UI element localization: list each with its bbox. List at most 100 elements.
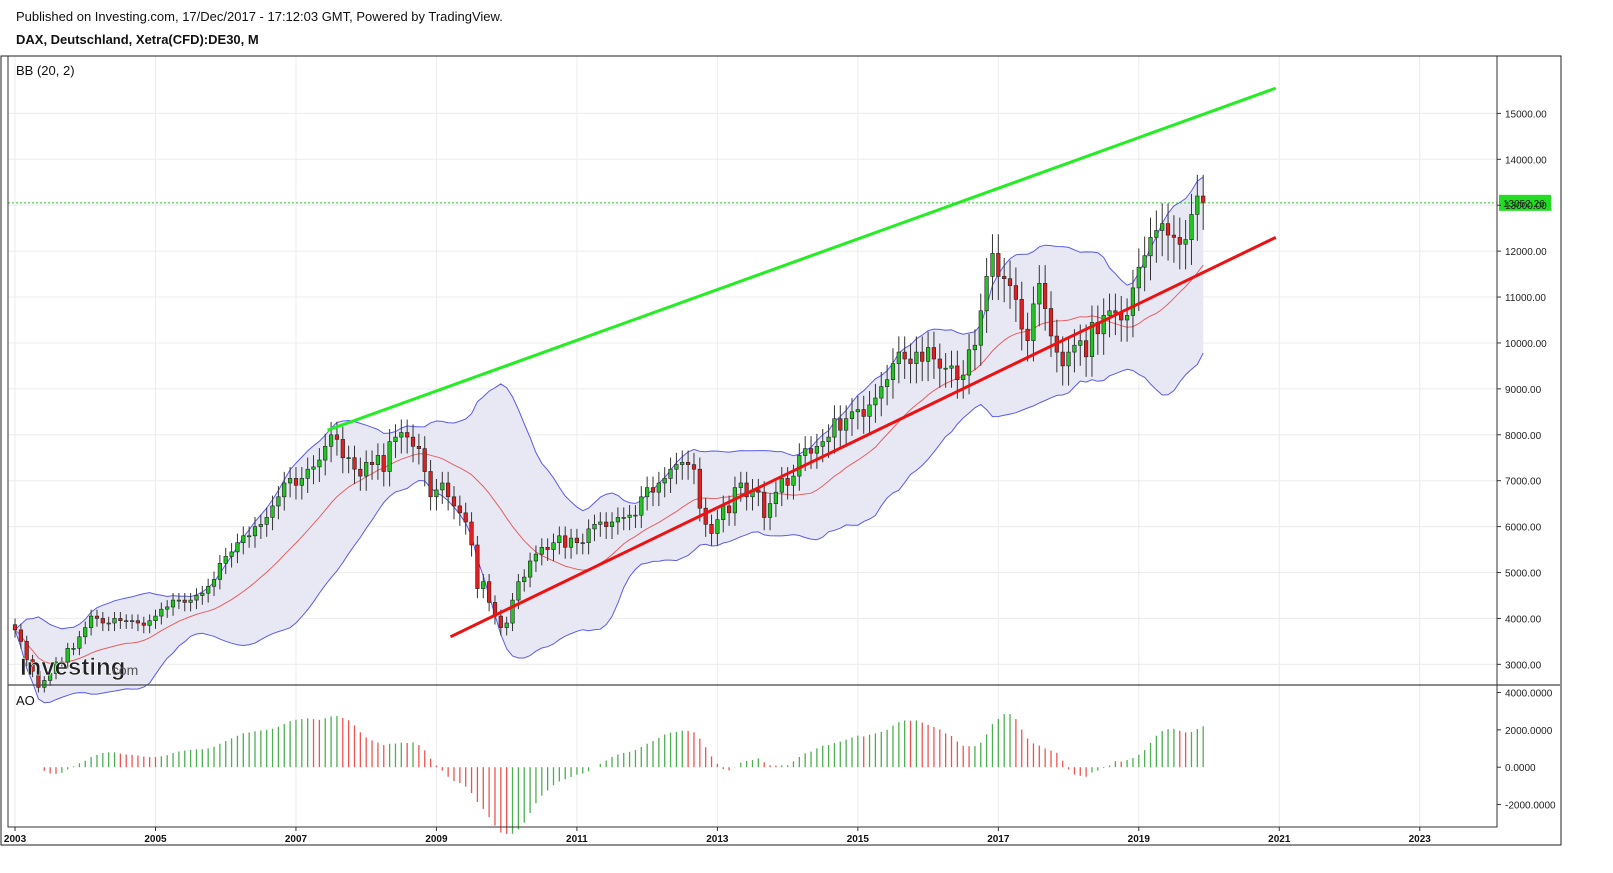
candle-up	[200, 592, 205, 596]
candle-down	[352, 457, 357, 470]
candle-up	[855, 409, 860, 413]
candle-down	[604, 521, 609, 527]
candle-down	[416, 445, 422, 449]
price-tick-label: 13000.00	[1505, 201, 1547, 212]
candle-up	[1160, 223, 1165, 231]
bb-basis	[14, 264, 1204, 664]
candle-up	[592, 523, 597, 530]
candle-up	[943, 367, 948, 370]
candle-up	[247, 535, 252, 538]
candle-up	[252, 526, 258, 537]
candle-down	[1201, 195, 1206, 204]
trendlines	[8, 86, 1497, 639]
candle-down	[486, 581, 492, 603]
candle-up	[990, 253, 995, 277]
ao-indicator-label: AO	[16, 693, 35, 708]
candle-up	[223, 556, 228, 564]
candle-up	[440, 482, 445, 491]
candle-up	[1066, 351, 1071, 367]
time-tick-label: 2005	[144, 834, 167, 845]
time-tick-label: 2017	[987, 834, 1010, 845]
candle-up	[890, 363, 896, 381]
candle-up	[896, 351, 901, 364]
candle-up	[914, 351, 919, 364]
bb-indicator-label: BB (20, 2)	[16, 63, 75, 78]
candle-down	[36, 670, 41, 688]
candle-up	[276, 496, 281, 507]
candle-down	[996, 253, 1001, 277]
candle-up	[83, 627, 88, 638]
candle-up	[522, 576, 527, 582]
candle-up	[1189, 214, 1194, 240]
candle-up	[580, 542, 585, 545]
ao-tick-label: 4000.0000	[1505, 688, 1553, 699]
candle-up	[434, 489, 439, 498]
candle-up	[1136, 266, 1141, 289]
candle-down	[498, 615, 503, 628]
candle-up	[568, 537, 574, 548]
candle-up	[639, 496, 644, 516]
candle-up	[328, 434, 334, 447]
plot-border	[7, 55, 1498, 828]
candle-down	[861, 409, 866, 417]
candle-down	[369, 461, 375, 465]
ao-tick-label: 2000.0000	[1505, 726, 1553, 737]
candle-down	[100, 618, 105, 624]
candle-down	[908, 358, 913, 364]
candle-up	[147, 620, 152, 626]
candle-down	[937, 358, 942, 369]
candle-up	[978, 310, 983, 346]
last-price-tag	[1499, 194, 1551, 211]
candle-up	[925, 347, 931, 362]
candle-up	[153, 615, 158, 621]
candle-up	[1089, 321, 1095, 357]
candle-down	[457, 505, 462, 514]
candle-up	[71, 647, 76, 650]
time-tick-label: 2007	[285, 834, 308, 845]
candle-up	[217, 562, 223, 580]
candle-down	[902, 351, 907, 360]
candle-up	[317, 459, 322, 468]
candle-up	[773, 491, 778, 505]
candle-up	[832, 418, 837, 438]
candle-down	[469, 521, 474, 546]
price-tick-label: 10000.00	[1505, 339, 1547, 350]
candle-up	[42, 680, 47, 688]
candle-down	[1113, 310, 1118, 314]
candle-up	[961, 374, 966, 381]
candle-up	[668, 468, 673, 479]
price-tick-label: 5000.00	[1505, 569, 1542, 580]
bb-fill	[15, 177, 1204, 703]
candle-up	[1130, 287, 1135, 316]
candle-down	[808, 448, 814, 454]
candle-up	[1078, 340, 1083, 346]
candle-down	[340, 439, 345, 459]
candle-up	[633, 514, 638, 517]
candle-up	[241, 535, 246, 543]
price-tick-label: 9000.00	[1505, 385, 1542, 396]
candle-down	[334, 434, 340, 440]
published-caption: Published on Investing.com, 17/Dec/2017 …	[16, 9, 503, 24]
candle-up	[235, 542, 240, 553]
candle-up	[211, 579, 217, 587]
candle-up	[966, 349, 972, 376]
candle-down	[182, 599, 187, 603]
candle-up	[867, 404, 872, 417]
candle-up	[287, 478, 293, 484]
axes: 13052.26 3000.00 4000.00 5000.00 6000.00 7000…	[4, 109, 1556, 845]
candle-up	[1107, 310, 1112, 316]
candle-up	[1183, 239, 1188, 245]
candle-down	[785, 478, 790, 486]
candle-down	[756, 489, 761, 493]
candle-up	[586, 528, 591, 544]
time-tick-label: 2011	[566, 834, 588, 845]
candle-up	[1154, 230, 1159, 238]
candle-up	[89, 615, 94, 628]
candle-down	[563, 535, 568, 548]
investing-logo: Investing .com	[20, 654, 139, 682]
candle-down	[650, 487, 656, 493]
candle-up	[779, 478, 784, 493]
candle-up	[516, 581, 521, 601]
candle-up	[551, 542, 556, 550]
